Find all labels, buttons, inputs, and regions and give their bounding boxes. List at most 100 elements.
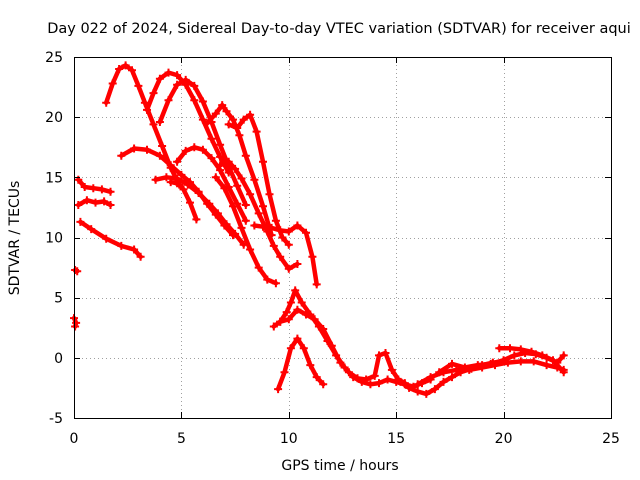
data-point <box>259 222 267 231</box>
data-point <box>284 227 293 236</box>
data-point <box>319 380 328 389</box>
data-point <box>286 298 295 307</box>
data-point <box>259 202 267 211</box>
data-point <box>282 308 291 317</box>
data-point <box>231 164 240 173</box>
data-point <box>155 118 164 126</box>
data-point <box>375 379 383 388</box>
data-point <box>80 183 89 191</box>
data-point <box>173 179 182 188</box>
series-arc-20 <box>274 334 328 394</box>
data-point <box>435 368 444 377</box>
data-point <box>190 96 199 105</box>
x-tick-label: 5 <box>177 431 186 447</box>
data-point <box>222 107 231 116</box>
data-point <box>102 98 111 107</box>
data-point <box>100 197 109 206</box>
data-point <box>224 120 233 129</box>
data-point <box>362 375 371 384</box>
data-point <box>205 199 214 208</box>
data-point <box>396 377 405 386</box>
data-point <box>278 233 287 242</box>
data-point <box>284 240 293 249</box>
data-point <box>186 198 194 207</box>
series-arc-3 <box>155 75 250 209</box>
data-point <box>366 380 375 389</box>
data-point <box>269 322 278 331</box>
data-point <box>250 175 259 184</box>
data-point <box>430 385 439 394</box>
data-point <box>310 315 319 324</box>
data-point <box>136 252 145 261</box>
data-point <box>344 368 353 377</box>
series-line <box>78 219 143 260</box>
data-point <box>506 344 514 353</box>
data-point <box>280 368 289 377</box>
data-point <box>559 368 568 377</box>
data-point <box>271 279 280 288</box>
y-tick-label: 25 <box>45 50 63 66</box>
data-point <box>308 252 317 261</box>
y-tick-label: 15 <box>45 170 63 186</box>
data-point <box>117 151 126 160</box>
data-point <box>235 131 244 140</box>
data-point <box>134 81 143 90</box>
data-point <box>284 264 293 273</box>
data-point <box>173 157 182 166</box>
data-point <box>203 119 212 128</box>
data-point <box>181 75 190 84</box>
data-point <box>164 96 173 105</box>
data-point <box>495 344 504 353</box>
data-point <box>241 216 250 225</box>
data-point <box>327 341 336 350</box>
data-point <box>293 260 302 268</box>
data-point <box>499 356 508 365</box>
data-point <box>207 154 216 163</box>
data-point <box>542 361 551 370</box>
data-series <box>70 61 568 398</box>
data-point <box>97 185 106 194</box>
data-point <box>106 187 115 196</box>
data-point <box>162 173 171 182</box>
data-point <box>293 334 302 343</box>
data-point <box>190 81 199 90</box>
data-point <box>271 216 280 225</box>
data-point <box>155 74 164 83</box>
data-point <box>198 97 207 106</box>
series-arc-14 <box>74 196 115 209</box>
series-line <box>153 175 246 247</box>
data-point <box>439 377 448 386</box>
data-point <box>177 170 186 179</box>
y-tick-label: 0 <box>54 351 63 367</box>
data-point <box>87 225 96 234</box>
data-point <box>224 157 233 166</box>
chart-title: Day 022 of 2024, Sidereal Day-to-day VTE… <box>47 21 631 37</box>
x-tick-label: 25 <box>602 431 620 447</box>
data-point <box>375 351 383 360</box>
data-point <box>312 373 321 382</box>
data-point <box>259 157 267 166</box>
data-point <box>106 201 115 209</box>
data-point <box>516 345 525 354</box>
data-point <box>194 189 203 197</box>
data-point <box>233 124 242 132</box>
data-point <box>276 252 285 261</box>
data-point <box>538 351 547 360</box>
data-point <box>151 175 160 184</box>
data-point <box>246 190 255 199</box>
data-point <box>267 223 276 232</box>
data-point <box>115 65 124 73</box>
axis-ticks: 0 5 10 15 20 25 -5 0 5 10 15 20 25 <box>45 50 620 447</box>
data-point <box>527 347 536 356</box>
data-point <box>216 140 225 149</box>
data-point <box>549 356 557 365</box>
data-point <box>130 144 139 153</box>
series-arc-19 <box>276 305 409 388</box>
series-arc-11 <box>211 173 280 288</box>
data-point <box>319 325 328 333</box>
data-point <box>274 385 283 394</box>
data-point <box>269 241 278 250</box>
data-point <box>241 201 250 209</box>
data-point <box>413 387 422 396</box>
data-point <box>198 145 207 154</box>
